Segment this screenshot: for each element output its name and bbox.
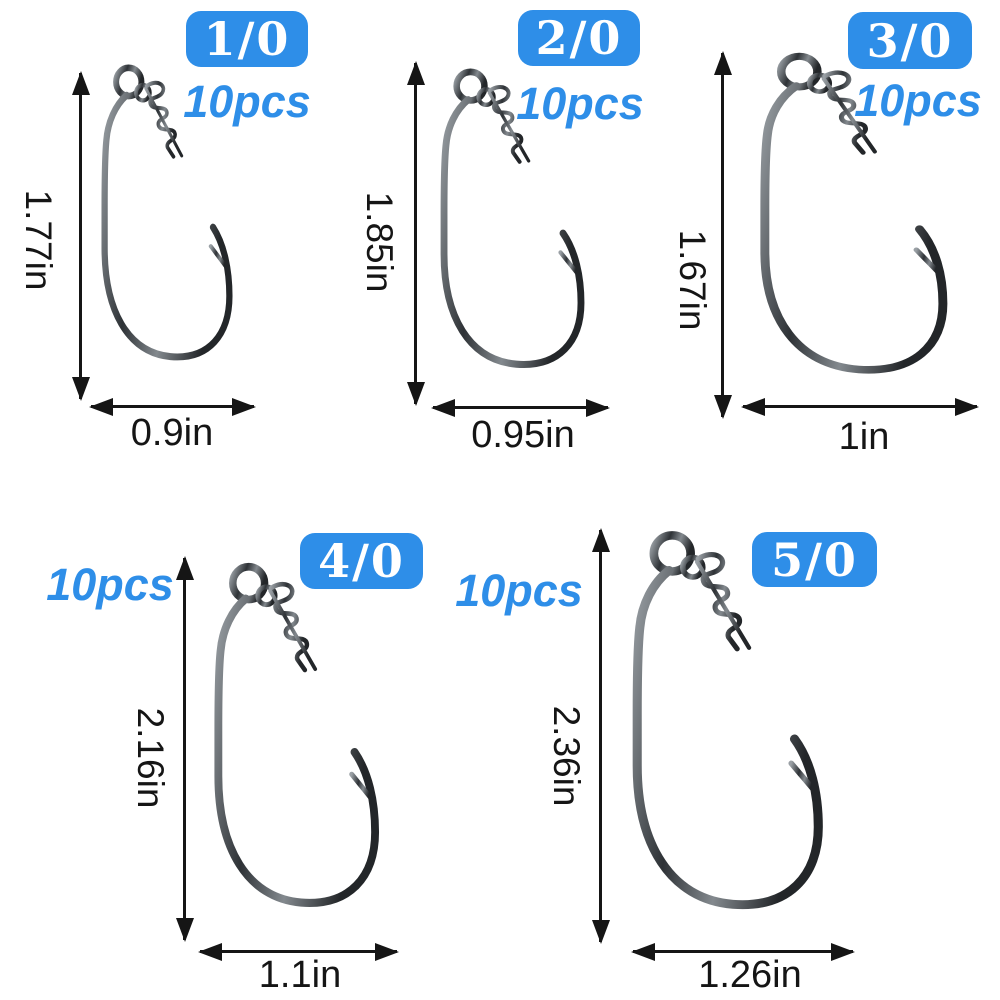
width-arrow [633, 950, 853, 953]
width-arrow [433, 406, 608, 409]
quantity-label: 10pcs [455, 565, 583, 616]
width-label: 1.1in [258, 954, 342, 996]
size-badge: 5/0 [752, 532, 877, 587]
fishing-hook-illustration [200, 560, 406, 946]
height-arrow [414, 63, 417, 404]
height-arrow [599, 530, 602, 942]
size-badge: 2/0 [518, 10, 640, 66]
quantity-label: 10pcs [854, 75, 982, 126]
width-label: 0.9in [130, 412, 214, 454]
height-label: 1.85in [359, 191, 400, 293]
fishing-hook-illustration [744, 50, 978, 410]
height-arrow [721, 53, 724, 417]
height-label: 1.77in [18, 189, 59, 291]
width-arrow [200, 950, 397, 953]
width-label: 1.26in [698, 954, 802, 996]
height-label: 2.16in [130, 707, 171, 809]
width-arrow [743, 405, 977, 408]
height-label: 1.67in [672, 229, 713, 331]
fishing-hook-illustration [428, 66, 608, 402]
fishing-hook-illustration [616, 528, 854, 952]
width-arrow [91, 405, 254, 408]
height-arrow [183, 558, 186, 940]
fishing-hook-illustration [90, 62, 254, 394]
height-arrow [79, 73, 82, 399]
quantity-label: 10pcs [183, 76, 311, 127]
size-badge: 4/0 [300, 533, 423, 589]
quantity-label: 10pcs [516, 78, 644, 129]
height-label: 2.36in [546, 705, 587, 807]
size-badge: 1/0 [186, 11, 308, 67]
quantity-label: 10pcs [46, 559, 174, 610]
width-label: 1in [838, 416, 890, 458]
width-label: 0.95in [471, 414, 575, 456]
size-badge: 3/0 [848, 12, 972, 69]
